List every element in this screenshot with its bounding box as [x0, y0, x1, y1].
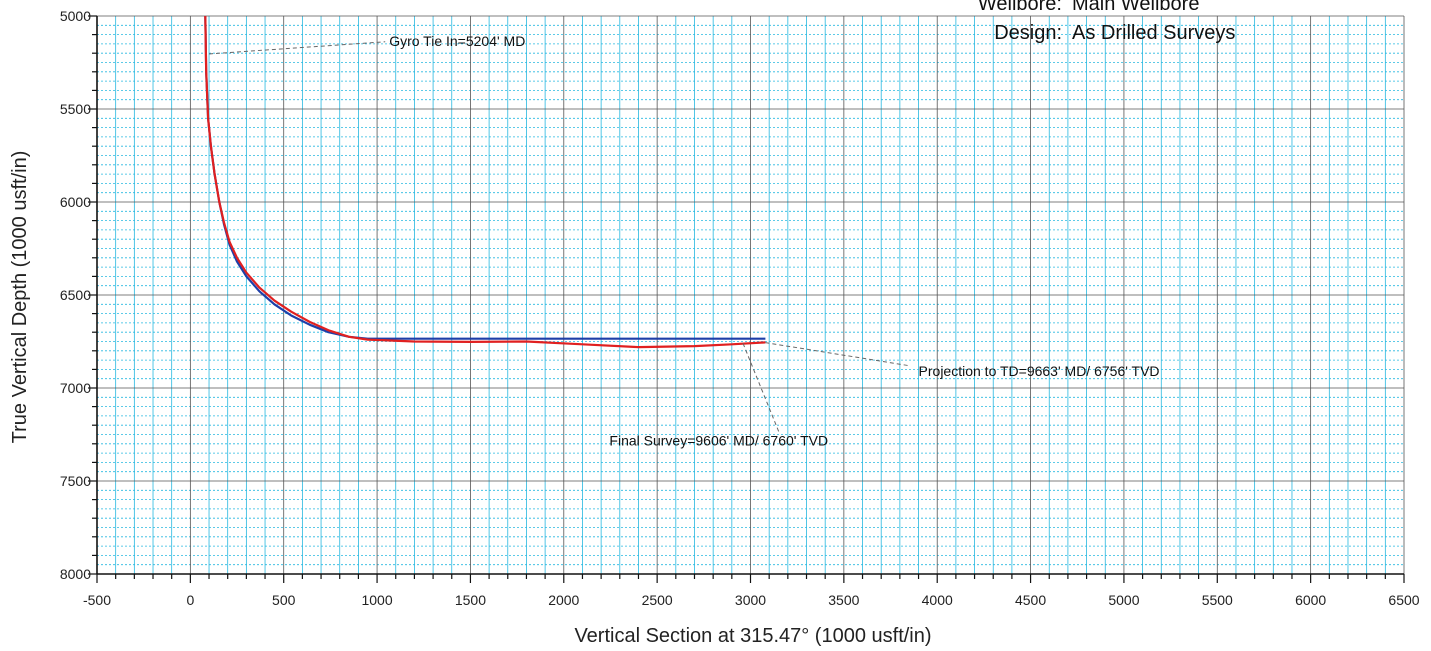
- y-tick-label: 7500: [60, 473, 91, 489]
- x-tick-label: 2000: [548, 592, 579, 608]
- y-tick-label: 5500: [60, 101, 91, 117]
- wellbore-value: Main Wellbore: [1072, 0, 1199, 15]
- axes: [88, 15, 1405, 583]
- x-tick-label: 1000: [361, 592, 392, 608]
- tick-labels: -500 0 500 1000 1500 2000 2500 3000 3500 4000 4500…: [60, 8, 1420, 608]
- y-tick-label: 6000: [60, 194, 91, 210]
- x-tick-label: 4500: [1015, 592, 1046, 608]
- x-axis-label: Vertical Section at 315.47° (1000 usft/i…: [574, 625, 931, 647]
- annotations: Gyro Tie In=5204' MD Final Survey=9606' M…: [208, 33, 1160, 449]
- x-tick-label: -500: [83, 592, 111, 608]
- x-tick-label: 3000: [735, 592, 766, 608]
- y-tick-label: 7000: [60, 380, 91, 396]
- series-line-actual: [204, 15, 766, 349]
- annotation-final: Final Survey=9606' MD/ 6760' TVD: [609, 433, 828, 449]
- x-tick-label: 4000: [922, 592, 953, 608]
- y-tick-label: 6500: [60, 287, 91, 303]
- x-tick-label: 5500: [1202, 592, 1233, 608]
- design-label: Design:: [994, 22, 1062, 44]
- annotation-gyro: Gyro Tie In=5204' MD: [389, 33, 525, 49]
- y-tick-label: 8000: [60, 566, 91, 582]
- annotation-projection: Projection to TD=9663' MD/ 6756' TVD: [919, 363, 1160, 379]
- series-lines: [204, 15, 766, 349]
- x-tick-label: 0: [186, 592, 194, 608]
- y-axis-label: True Vertical Depth (1000 usft/in): [9, 151, 31, 444]
- grid: [96, 15, 1405, 575]
- x-tick-label: 6000: [1295, 592, 1326, 608]
- header-block: Wellbore: Main Wellbore Design: As Drill…: [978, 0, 1236, 44]
- annotation-leader-gyro: [208, 41, 386, 55]
- y-tick-label: 5000: [60, 8, 91, 24]
- x-tick-label: 3500: [828, 592, 859, 608]
- annotation-leader-final: [742, 343, 780, 432]
- design-value: As Drilled Surveys: [1072, 22, 1235, 44]
- wellbore-label: Wellbore:: [978, 0, 1062, 15]
- x-tick-label: 500: [272, 592, 296, 608]
- x-tick-label: 2500: [642, 592, 673, 608]
- annotation-leader-projection: [765, 342, 911, 367]
- x-tick-label: 5000: [1108, 592, 1139, 608]
- x-tick-label: 6500: [1388, 592, 1419, 608]
- x-tick-label: 1500: [455, 592, 486, 608]
